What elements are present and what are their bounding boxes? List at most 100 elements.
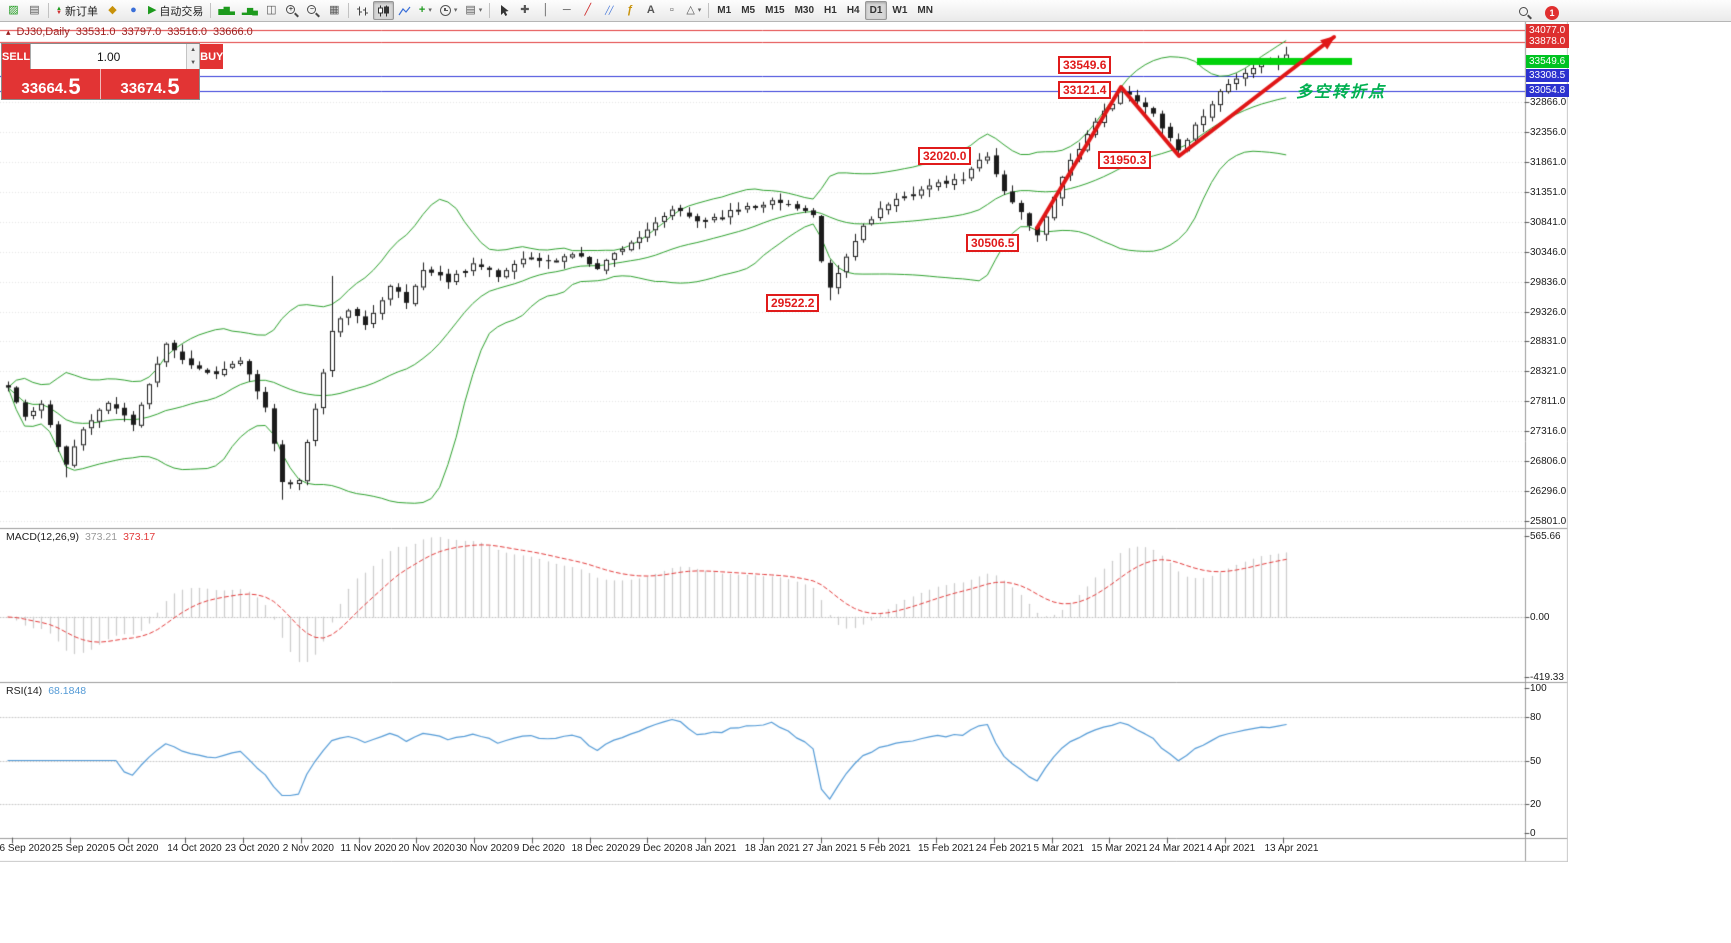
channel-button[interactable]: ╱╱ (598, 1, 619, 20)
trendline-button[interactable]: ╱ (577, 1, 598, 20)
macd-name: MACD(12,26,9) (6, 531, 79, 543)
add-indicator-button[interactable]: + ▾ (415, 1, 436, 20)
tile-windows-button[interactable]: ▦ (324, 1, 345, 20)
chevron-down-icon: ▾ (428, 7, 432, 14)
buy-price-pip: 5 (167, 74, 180, 99)
chevron-down-icon: ▾ (478, 7, 483, 14)
one-click-panel-toggle[interactable]: ▴ (6, 26, 11, 37)
indicators-button[interactable]: ▅▇▃ (214, 1, 237, 20)
timeframe-d1-button[interactable]: D1 (864, 1, 888, 20)
chevron-down-icon: ▾ (453, 7, 458, 14)
vertical-line-icon: │ (542, 4, 550, 16)
chart-symbol-period: DJ30,Daily (16, 26, 70, 38)
objects-list-icon: ◫ (266, 4, 277, 16)
rsi-name: RSI(14) (6, 685, 43, 697)
candlestick-chart-icon (377, 5, 389, 16)
tile-windows-icon: ▦ (329, 4, 340, 16)
line-chart-icon (398, 6, 411, 15)
line-chart-button[interactable] (394, 1, 415, 20)
crosshair-button[interactable]: ✚ (514, 1, 535, 20)
volume-spinner: ▲ ▼ (186, 44, 200, 69)
sell-price[interactable]: 33664. 5 (2, 69, 100, 99)
macd-signal-value: 373.17 (123, 531, 156, 543)
community-button[interactable]: ● (123, 1, 144, 20)
bar-chart-button[interactable] (352, 1, 373, 20)
notifications-badge[interactable]: 1 (1545, 5, 1559, 20)
one-click-trade-panel: SELL ▲ ▼ BUY 33664. 5 33674. 5 (1, 43, 224, 100)
macd-indicator-label: MACD(12,26,9) 373.21 373.17 (6, 531, 155, 543)
turning-point-note: 多空转折点 (1296, 84, 1387, 101)
indicators-icon: ▅▇▃ (218, 5, 235, 15)
chart-header: ▴ DJ30,Daily 33531.0 33797.0 33516.0 336… (6, 26, 253, 38)
label-button[interactable]: ▫ (661, 1, 682, 20)
horizontal-line-button[interactable]: ─ (556, 1, 577, 20)
wizard-icon: ◆ (108, 4, 117, 16)
volume-increase-button[interactable]: ▲ (187, 44, 200, 57)
toolbar-separator (347, 3, 349, 18)
autotrading-play-icon: ▶ (147, 4, 157, 16)
toolbar-separator (48, 3, 49, 18)
timeframe-m30-button[interactable]: M30 (794, 5, 815, 16)
timeframe-h4-button[interactable]: H4 (846, 5, 860, 16)
shapes-button[interactable]: △ ▾ (682, 1, 705, 20)
text-icon: A (646, 4, 655, 16)
chart-canvas[interactable] (0, 22, 1568, 862)
fibonacci-button[interactable]: ƒ (619, 1, 640, 20)
timeframe-m5-button[interactable]: M5 (741, 5, 756, 16)
crosshair-icon: ✚ (520, 4, 530, 16)
autotrading-button[interactable]: ▶ 自动交易 (144, 1, 207, 20)
trendline-icon: ╱ (584, 4, 592, 16)
zoom-out-button[interactable]: − (303, 1, 324, 20)
volume-decrease-button[interactable]: ▼ (187, 56, 200, 69)
new-order-icon: ▲ ▼ (56, 5, 62, 16)
ohlc-high: 33797.0 (121, 26, 162, 38)
ohlc-low: 33516.0 (167, 26, 208, 38)
macd-value: 373.21 (84, 531, 118, 543)
new-order-label: 新订单 (64, 5, 98, 18)
search-button[interactable] (1514, 3, 1535, 22)
profiles-button[interactable]: ▤ (24, 1, 45, 20)
timeframe-m15-button[interactable]: M15 (765, 5, 785, 16)
new-chart-button[interactable]: ▨ (3, 1, 24, 20)
sell-button[interactable]: SELL (2, 44, 31, 69)
timeframe-mn-button[interactable]: MN (917, 5, 933, 16)
indicator-windows-button[interactable]: ▂▆▄ (238, 1, 261, 20)
timeframe-h1-button[interactable]: H1 (824, 5, 837, 16)
timeframe-m1-button[interactable]: M1 (717, 5, 732, 16)
toolbar-separator (489, 3, 491, 18)
candlestick-chart-button[interactable] (372, 1, 394, 20)
horizontal-line-icon: ─ (562, 4, 571, 16)
timeframe-group: M1 M5 M15 M30 H1 H4 D1 W1 MN (712, 1, 938, 20)
buy-button[interactable]: BUY (200, 44, 224, 69)
toolbar-separator (708, 3, 710, 18)
add-indicator-icon: + (418, 4, 426, 16)
ohlc-open: 33531.0 (75, 26, 116, 38)
zoom-in-icon: + (286, 4, 300, 17)
shapes-icon: △ (686, 4, 695, 16)
label-icon: ▫ (669, 4, 674, 16)
profiles-icon: ▤ (29, 4, 40, 16)
channel-icon: ╱╱ (604, 5, 614, 15)
period-button[interactable]: ▾ (436, 1, 462, 20)
vertical-line-button[interactable]: │ (535, 1, 556, 20)
zoom-out-icon: − (307, 4, 321, 17)
timeframe-w1-button[interactable]: W1 (892, 5, 908, 16)
text-button[interactable]: A (640, 1, 661, 20)
templates-button[interactable]: ▤ ▾ (461, 1, 486, 20)
cursor-icon (500, 5, 509, 16)
volume-input[interactable] (31, 44, 187, 69)
autotrading-label: 自动交易 (159, 5, 204, 18)
sell-price-main: 33664. (21, 80, 68, 97)
new-chart-icon: ▨ (8, 4, 19, 16)
cursor-button[interactable] (493, 1, 514, 20)
toolbar-separator (210, 3, 212, 18)
chevron-down-icon: ▾ (697, 7, 702, 14)
zoom-in-button[interactable]: + (282, 1, 303, 20)
rsi-indicator-label: RSI(14) 68.1848 (6, 685, 86, 697)
objects-list-button[interactable]: ◫ (261, 1, 282, 20)
buy-price[interactable]: 33674. 5 (100, 69, 199, 99)
new-order-button[interactable]: ▲ ▼ 新订单 (52, 1, 102, 20)
wizard-button[interactable]: ◆ (102, 1, 123, 20)
clock-icon (439, 5, 451, 16)
